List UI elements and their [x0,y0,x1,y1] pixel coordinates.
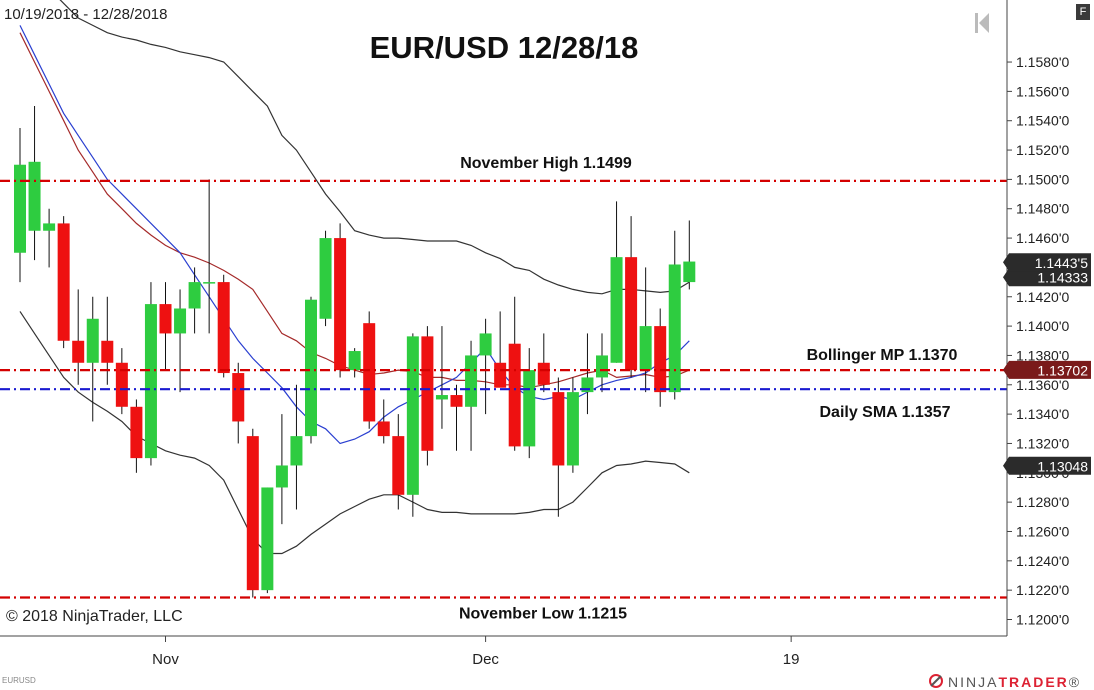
indicator-line [19,32,690,389]
brand-mark: ® [1068,674,1082,690]
indicator-line [59,0,690,295]
level-label: Daily SMA 1.1357 [819,404,950,421]
candle-body [421,336,434,451]
date-range: 10/19/2018 - 12/28/2018 [4,6,168,23]
price-marker [1003,253,1091,272]
candle-body [625,257,638,371]
brand-logo: NINJATRADER® [948,674,1081,690]
y-tick-label: 1.1360'0 [1016,377,1069,393]
candle-body [72,340,85,363]
y-tick-label: 1.1480'0 [1016,201,1069,217]
candle-body [246,436,259,591]
candle-body [319,238,332,319]
candle-body [377,421,390,437]
y-tick-label: 1.1260'0 [1016,523,1069,539]
y-tick-label: 1.1320'0 [1016,435,1069,451]
candle-body [537,362,550,385]
candle-body [552,392,565,466]
candle-body [203,282,216,284]
y-tick-label: 1.1280'0 [1016,494,1069,510]
chart-title: EUR/USD 12/28/18 [369,30,639,65]
price-marker [1003,456,1091,475]
y-tick-label: 1.1460'0 [1016,230,1069,246]
copyright: © 2018 NinjaTrader, LLC [6,608,183,625]
candle-body [290,436,303,466]
x-tick-label: Dec [472,651,499,668]
collapse-panel-icon[interactable] [972,10,992,36]
candle-body [450,395,463,407]
candle-body [144,304,157,459]
y-tick-label: 1.1420'0 [1016,289,1069,305]
candle-body [86,318,99,363]
price-marker-label: 1.13702 [1037,362,1088,378]
brand-ninja: NINJA [948,674,999,690]
candle-body [668,264,681,393]
candle-body [596,355,608,378]
candle-body [101,340,114,363]
y-tick-label: 1.1220'0 [1016,582,1069,598]
level-label: November Low 1.1215 [459,605,627,622]
candle-body [14,164,26,253]
candle-body [610,257,623,363]
candle-body [406,336,419,495]
y-tick-label: 1.1540'0 [1016,113,1069,129]
candle-body [435,395,448,400]
candle-body [159,304,172,334]
candle-body [217,282,230,374]
level-label: Bollinger MP 1.1370 [807,347,958,364]
y-tick-label: 1.1580'0 [1016,54,1069,70]
candle-body [334,238,347,371]
y-tick-label: 1.1560'0 [1016,83,1069,99]
brand-trader: TRADER [998,674,1069,690]
y-tick-label: 1.1400'0 [1016,318,1069,334]
candle-body [261,487,274,591]
ninjatrader-logo-icon [929,674,943,688]
candle-body [639,326,652,371]
x-tick-label: 19 [783,651,800,668]
candle-body [465,355,478,407]
candle-body [348,351,361,371]
candle-body [188,282,201,309]
indicator-line [19,311,690,555]
instrument-code: EURUSD [2,676,36,685]
candle-body [683,261,696,283]
level-label: November High 1.1499 [460,155,632,172]
price-marker [1003,268,1091,287]
candle-body [654,326,667,393]
y-tick-label: 1.1380'0 [1016,347,1069,363]
candle-body [174,308,187,334]
y-tick-label: 1.1520'0 [1016,142,1069,158]
y-tick-label: 1.1340'0 [1016,406,1069,422]
candle-body [508,343,521,447]
candle-body [479,333,492,356]
candle-body [43,223,56,231]
x-tick-label: Nov [152,651,179,668]
price-marker [1003,360,1091,379]
candle-body [232,373,245,422]
price-marker-label: 1.13048 [1037,458,1088,474]
candle-body [130,406,143,459]
f-button[interactable]: F [1076,4,1090,20]
price-marker-label: 1.14333 [1037,270,1088,286]
candle-body [494,362,507,388]
candle-body [57,223,70,341]
candle-body [566,392,579,466]
y-tick-label: 1.1500'0 [1016,171,1069,187]
candle-body [523,370,536,447]
candle-body [392,436,405,495]
y-tick-label: 1.1240'0 [1016,553,1069,569]
candle-body [275,465,288,488]
candle-body [363,323,376,422]
candle-body [28,161,41,231]
price-marker-label: 1.1443'5 [1035,255,1088,271]
candle-body [115,362,128,407]
y-tick-label: 1.1200'0 [1016,612,1069,628]
candle-body [305,299,317,437]
